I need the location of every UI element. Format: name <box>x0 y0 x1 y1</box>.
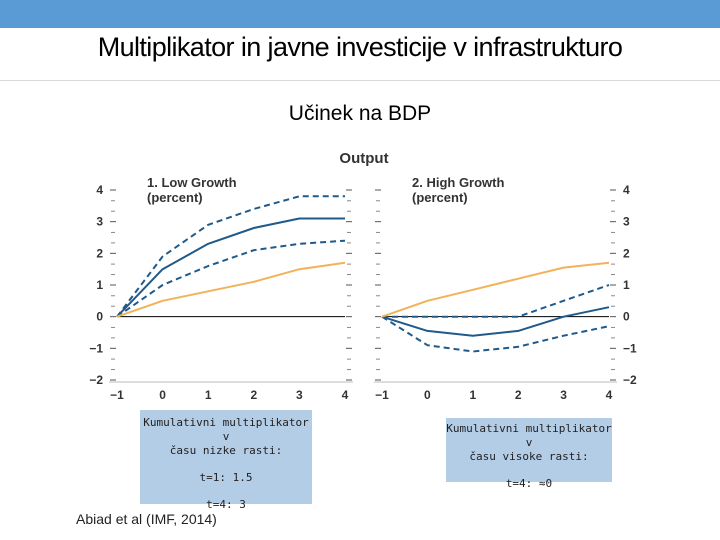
x-tick-label: 1 <box>205 388 212 402</box>
panel-title: 2. High Growth <box>412 175 505 190</box>
panel-title: 1. Low Growth <box>147 175 237 190</box>
note-low-growth: Kumulativni multiplikator v času nizke r… <box>140 410 312 511</box>
x-tick-label: 0 <box>159 388 166 402</box>
y-tick-label: 0 <box>623 310 630 324</box>
y-tick-label: 2 <box>623 246 630 260</box>
y-tick-label: 0 <box>96 310 103 324</box>
panel-subtitle: (percent) <box>147 190 203 205</box>
y-tick-label: −1 <box>89 341 103 355</box>
x-tick-label: 2 <box>250 388 257 402</box>
y-tick-label: −2 <box>89 373 103 387</box>
x-tick-label: −1 <box>110 388 124 402</box>
y-tick-label: −2 <box>623 373 637 387</box>
y-tick-label: 4 <box>96 183 103 197</box>
series-line-estimate <box>381 306 610 337</box>
title-band <box>0 28 720 81</box>
x-tick-label: 4 <box>606 388 613 402</box>
slide-subtitle: Učinek na BDP <box>288 102 432 125</box>
note-high-line3: t=4: ≈0 <box>505 477 553 490</box>
low-growth-panel: 1. Low Growth(percent) −2 −1 0 1 2 3 4 −1 0 1 2 3 4 <box>89 175 353 402</box>
note-low-line2: času nizke rasti: <box>169 444 283 457</box>
series-line-upper <box>382 284 610 318</box>
note-low-line1: Kumulativni multiplikator v <box>143 416 309 443</box>
y-tick-label: 2 <box>96 246 103 260</box>
note-high-line2: času visoke rasti: <box>469 450 589 463</box>
x-tick-label: 3 <box>296 388 303 402</box>
panel-subtitle: (percent) <box>412 190 468 205</box>
y-tick-label: 4 <box>623 183 630 197</box>
citation: Abiad et al (IMF, 2014) <box>76 511 217 527</box>
x-tick-label: −1 <box>375 388 389 402</box>
high-growth-panel: 2. High Growth(percent) −2 −1 0 1 2 3 4 −1 0 1 2 3 4 <box>374 175 637 402</box>
note-high-growth: Kumulativni multiplikator v času visoke … <box>446 418 612 490</box>
series-line-upper <box>116 195 345 318</box>
slide-title: Multiplikator in javne investicije v inf… <box>97 32 623 62</box>
y-tick-label: 3 <box>623 215 630 229</box>
series-line-benchmark <box>381 261 610 318</box>
x-tick-label: 3 <box>560 388 567 402</box>
top-accent-bar <box>0 0 720 28</box>
y-tick-label: −1 <box>623 341 637 355</box>
x-tick-label: 0 <box>424 388 431 402</box>
note-high-line1: Kumulativni multiplikator v <box>446 422 612 449</box>
series-line-lower <box>381 315 610 353</box>
note-low-line3: t=1: 1.5 <box>199 471 253 484</box>
y-tick-label: 1 <box>96 278 103 292</box>
y-tick-label: 3 <box>96 215 103 229</box>
series-line-benchmark <box>116 261 346 318</box>
x-tick-label: 1 <box>469 388 476 402</box>
chart-super-title: Output <box>339 150 388 167</box>
y-tick-label: 1 <box>623 278 630 292</box>
x-tick-label: 2 <box>515 388 522 402</box>
note-low-line4: t=4: 3 <box>206 498 246 511</box>
series-line-estimate <box>116 217 345 318</box>
x-tick-label: 4 <box>342 388 349 402</box>
